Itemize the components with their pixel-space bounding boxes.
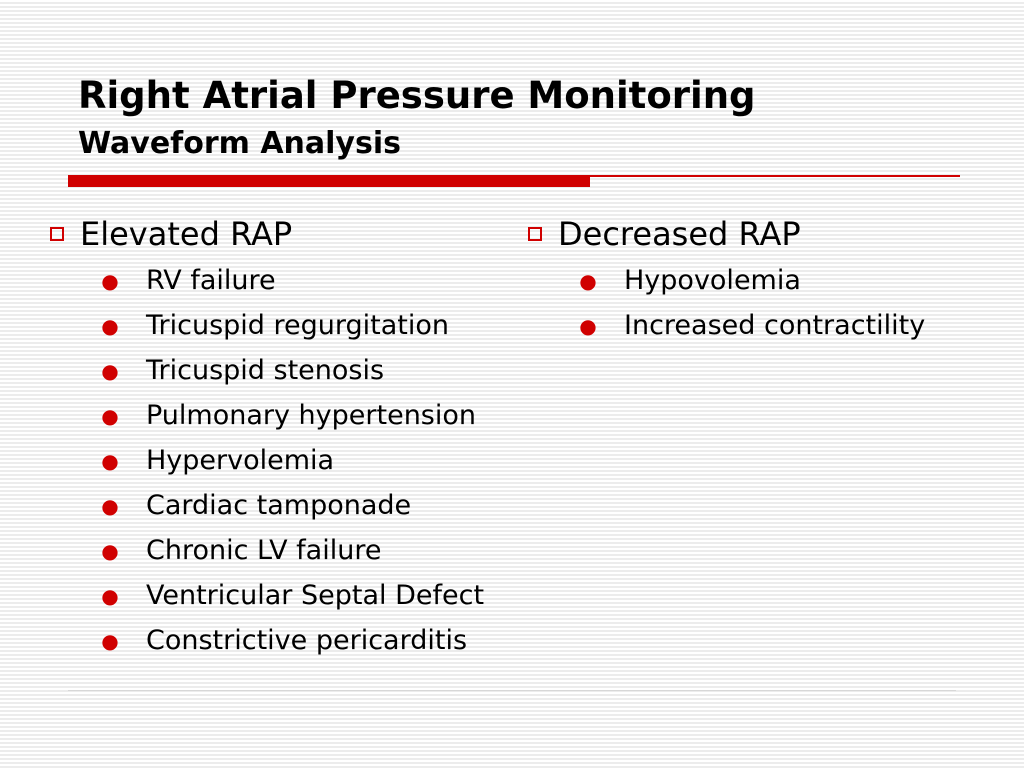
list-item: ● Ventricular Septal Defect [48, 573, 528, 618]
bullet-dot-icon: ● [101, 313, 119, 338]
list-item-text: Pulmonary hypertension [146, 400, 477, 431]
list-item-text: Tricuspid regurgitation [146, 310, 449, 341]
list-item-text: Increased contractility [624, 310, 926, 341]
list-item: ● Hypervolemia [48, 438, 528, 483]
list-item: ● Hypovolemia [526, 258, 1006, 303]
list-item-text: RV failure [146, 265, 276, 296]
column-heading: Elevated RAP [48, 210, 528, 258]
list-item: ● Tricuspid stenosis [48, 348, 528, 393]
list-item-text: Constrictive pericarditis [146, 625, 468, 656]
list-item: ● Chronic LV failure [48, 528, 528, 573]
bullet-dot-icon: ● [579, 268, 597, 293]
column-decreased-rap: Decreased RAP ● Hypovolemia ● Increased co… [526, 210, 1006, 348]
decreased-rap-list: ● Hypovolemia ● Increased contractility [526, 258, 1006, 348]
footer-divider [68, 690, 956, 691]
list-item: ● Tricuspid regurgitation [48, 303, 528, 348]
bullet-dot-icon: ● [101, 268, 119, 293]
bullet-dot-icon: ● [101, 403, 119, 428]
bullet-dot-icon: ● [101, 448, 119, 473]
hollow-square-bullet-icon [528, 227, 542, 241]
bullet-dot-icon: ● [101, 493, 119, 518]
column-heading: Decreased RAP [526, 210, 1006, 258]
list-item-text: Hypovolemia [624, 265, 801, 296]
bullet-dot-icon: ● [101, 583, 119, 608]
heading-decreased-rap: Decreased RAP [558, 215, 801, 253]
list-item: ● Pulmonary hypertension [48, 393, 528, 438]
list-item-text: Hypervolemia [146, 445, 335, 476]
list-item: ● Constrictive pericarditis [48, 618, 528, 663]
list-item: ● RV failure [48, 258, 528, 303]
column-elevated-rap: Elevated RAP ● RV failure ● Tricuspid regu… [48, 210, 528, 663]
slide-subtitle: Waveform Analysis [78, 126, 401, 161]
list-item-text: Ventricular Septal Defect [146, 580, 485, 611]
heading-elevated-rap: Elevated RAP [80, 215, 293, 253]
list-item: ● Cardiac tamponade [48, 483, 528, 528]
title-underline-thin [590, 175, 960, 177]
list-item-text: Tricuspid stenosis [146, 355, 385, 386]
bullet-dot-icon: ● [579, 313, 597, 338]
elevated-rap-list: ● RV failure ● Tricuspid regurgitation ● Tr… [48, 258, 528, 663]
bullet-dot-icon: ● [101, 628, 119, 653]
list-item-text: Chronic LV failure [146, 535, 382, 566]
list-item-text: Cardiac tamponade [146, 490, 412, 521]
title-underline-thick [68, 175, 590, 187]
bullet-dot-icon: ● [101, 538, 119, 563]
slide-title: Right Atrial Pressure Monitoring [78, 74, 756, 117]
bullet-dot-icon: ● [101, 358, 119, 383]
list-item: ● Increased contractility [526, 303, 1006, 348]
hollow-square-bullet-icon [50, 227, 64, 241]
